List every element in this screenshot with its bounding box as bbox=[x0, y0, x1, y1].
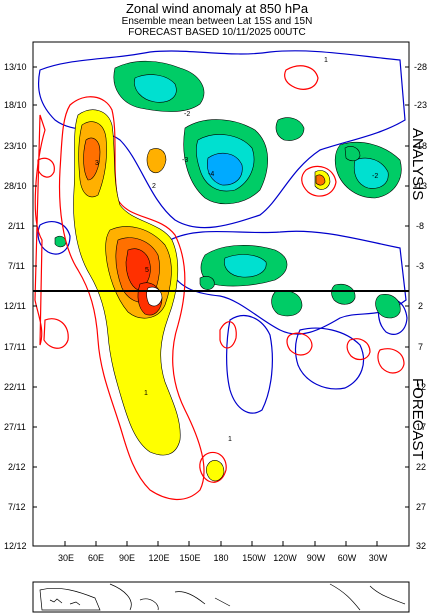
x-tick-label: 60E bbox=[88, 553, 104, 563]
x-tick-label: 150E bbox=[179, 553, 200, 563]
forecast-info: FORECAST BASED 10/11/2025 00UTC bbox=[128, 27, 306, 38]
y-tick-label: 22/11 bbox=[4, 382, 26, 392]
y-tick-label-right: -3 bbox=[416, 261, 424, 271]
contour-label: 1 bbox=[144, 390, 148, 397]
y-tick-label: 7/11 bbox=[8, 261, 25, 271]
x-axis: 30E 60E 90E 120E 150E 180 150W 120W 90W … bbox=[58, 553, 388, 563]
x-tick-marks bbox=[64, 541, 378, 546]
y-tick-label: 17/11 bbox=[4, 342, 26, 352]
contour-label: 2 bbox=[152, 183, 156, 190]
y-tick-label: 13/10 bbox=[4, 62, 27, 72]
x-tick-label: 30E bbox=[58, 553, 74, 563]
y-tick-label-right: -13 bbox=[414, 181, 427, 191]
chart-title: Zonal wind anomaly at 850 hPa bbox=[125, 1, 309, 16]
y-tick-label-right: 27 bbox=[416, 502, 426, 512]
contour-label: -2 bbox=[372, 173, 378, 180]
analysis-label: ANALYSIS bbox=[409, 128, 426, 200]
y-tick-label-right: 7 bbox=[418, 342, 423, 352]
y-tick-label-right: -23 bbox=[414, 100, 427, 110]
forecast-label: FORECAST bbox=[409, 378, 426, 460]
y-tick-label: 7/12 bbox=[8, 502, 26, 512]
y-tick-label: 12/11 bbox=[4, 301, 26, 311]
y-tick-label-right: 17 bbox=[416, 422, 426, 432]
y-tick-label-right: 2 bbox=[418, 301, 423, 311]
x-tick-label: 180 bbox=[213, 553, 228, 563]
contour-label: 5 bbox=[145, 267, 149, 274]
chart-titles: Zonal wind anomaly at 850 hPa Ensemble m… bbox=[0, 0, 434, 38]
contour-label: -4 bbox=[208, 171, 214, 178]
negative-anomaly-contours bbox=[37, 50, 408, 414]
x-tick-label: 60W bbox=[338, 553, 357, 563]
y-tick-label-right: -28 bbox=[414, 62, 427, 72]
contour-label: 1 bbox=[228, 436, 232, 443]
x-tick-label: 30W bbox=[369, 553, 388, 563]
contour-label: 3 bbox=[95, 160, 99, 167]
y-tick-marks bbox=[33, 66, 409, 508]
contour-labels: 3 5 2 -4 -3 -2 -2 1 1 1 bbox=[95, 57, 378, 443]
contour-label: 1 bbox=[324, 57, 328, 64]
y-tick-label-right: 22 bbox=[416, 462, 426, 472]
chart-subtitle: Ensemble mean between Lat 15S and 15N bbox=[121, 16, 313, 27]
contour-label: -2 bbox=[184, 111, 190, 118]
x-tick-label: 90W bbox=[307, 553, 326, 563]
y-axis-right: -28 -23 -18 -13 -8 -3 2 7 12 17 22 27 32 bbox=[414, 62, 427, 551]
x-tick-label: 120W bbox=[273, 553, 297, 563]
y-tick-label-right: 32 bbox=[416, 541, 426, 551]
y-tick-label-right: -8 bbox=[416, 221, 424, 231]
x-tick-label: 90E bbox=[119, 553, 135, 563]
y-tick-label: 28/10 bbox=[4, 181, 27, 191]
negative-anomaly-fills bbox=[54, 60, 402, 319]
reference-map-strip bbox=[32, 581, 410, 613]
x-tick-label: 150W bbox=[242, 553, 266, 563]
y-tick-label-right: -18 bbox=[414, 141, 427, 151]
contour-label: -3 bbox=[182, 157, 188, 164]
y-tick-label: 12/12 bbox=[4, 541, 27, 551]
x-tick-label: 120E bbox=[148, 553, 169, 563]
y-tick-label: 18/10 bbox=[4, 100, 27, 110]
y-tick-label: 2/12 bbox=[8, 462, 26, 472]
y-tick-label: 23/10 bbox=[4, 141, 27, 151]
y-tick-label: 2/11 bbox=[8, 221, 25, 231]
y-tick-label: 27/11 bbox=[4, 422, 26, 432]
y-axis-left: 13/10 18/10 23/10 28/10 2/11 7/11 12/11 … bbox=[4, 62, 27, 551]
y-tick-label-right: 12 bbox=[416, 382, 426, 392]
